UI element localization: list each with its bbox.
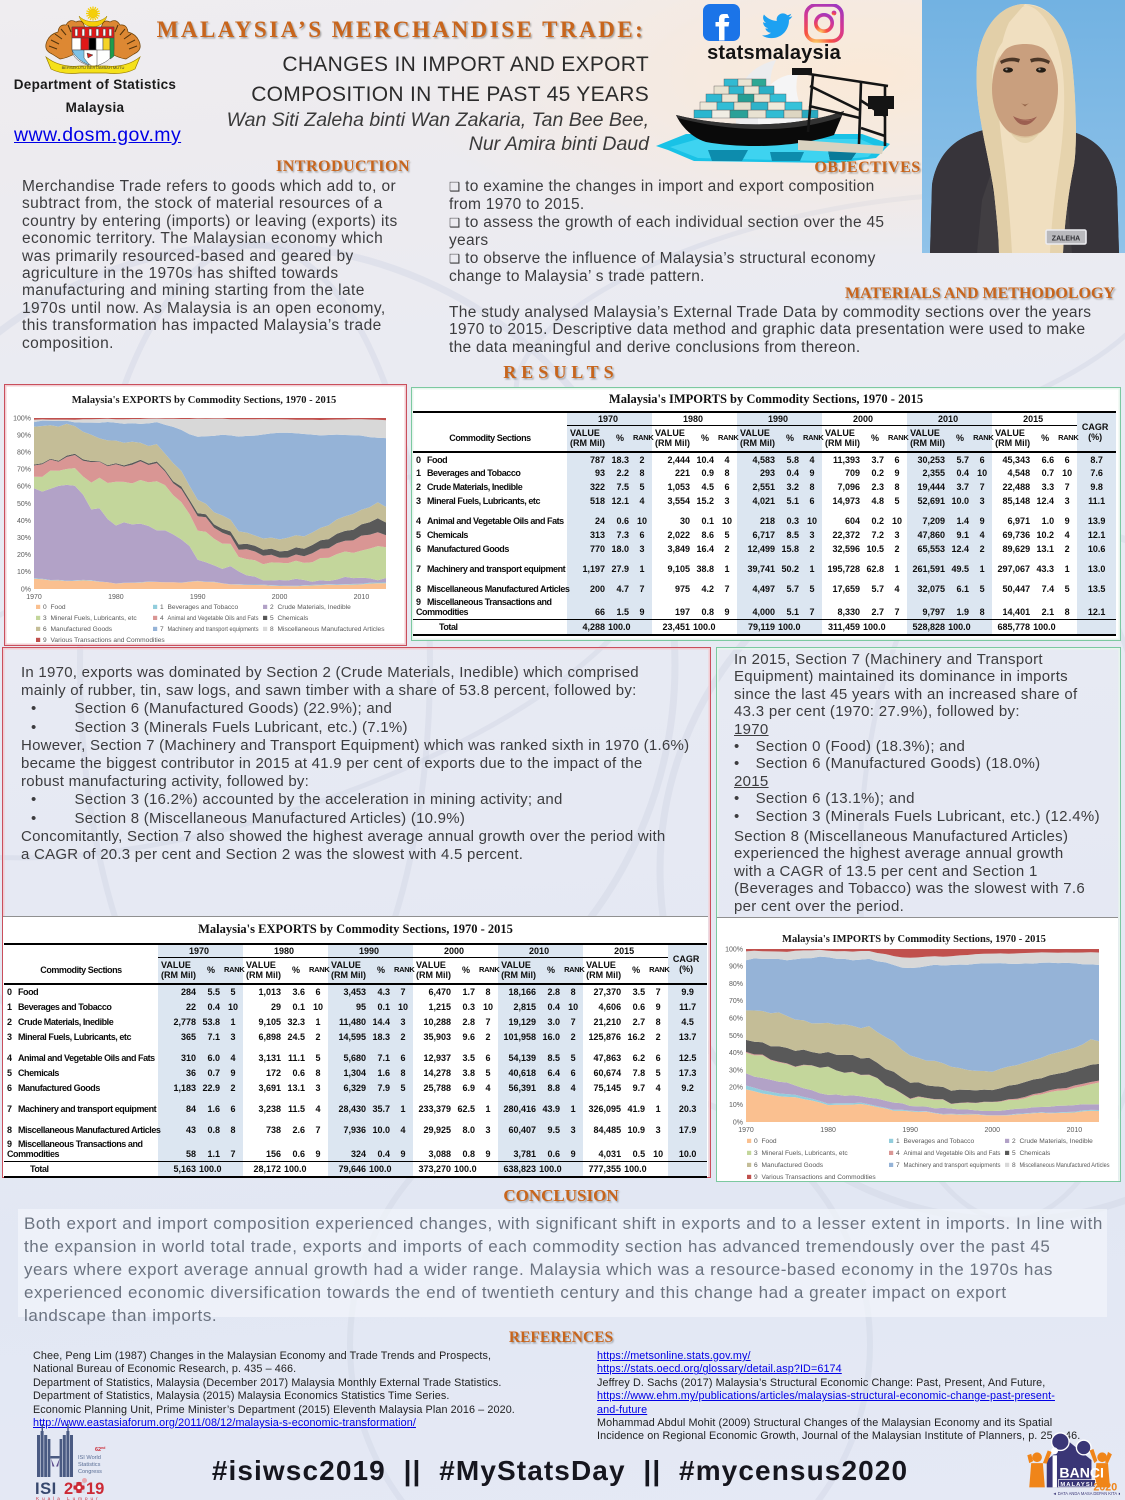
svg-text:BERSEKUTU BERTAMBAH MUTU: BERSEKUTU BERTAMBAH MUTU [62, 65, 125, 70]
svg-text:50%: 50% [17, 501, 31, 508]
svg-text:90%: 90% [729, 964, 743, 971]
svg-text:1980: 1980 [108, 594, 124, 601]
svg-text:8: 8 [1012, 1162, 1016, 1169]
svg-text:2000: 2000 [984, 1127, 1000, 1134]
svg-text:1: 1 [896, 1138, 900, 1145]
svg-text:Malaysia's EXPORTS by Commodit: Malaysia's EXPORTS by Commodity Sections… [72, 395, 336, 406]
svg-text:Miscellaneous Manufactured Art: Miscellaneous Manufactured Articles [1020, 1162, 1111, 1169]
svg-text:4: 4 [160, 615, 164, 622]
svg-text:19: 19 [86, 1480, 104, 1498]
svg-text:Crude Materials, Inedible: Crude Materials, Inedible [1020, 1138, 1094, 1145]
svg-text:70%: 70% [729, 998, 743, 1005]
svg-text:9: 9 [43, 637, 47, 643]
svg-text:2010: 2010 [354, 594, 370, 601]
svg-text:BANCI: BANCI [1059, 1465, 1104, 1481]
svg-text:1970: 1970 [26, 594, 42, 601]
svg-text:80%: 80% [729, 981, 743, 988]
svg-text:20%: 20% [17, 552, 31, 559]
svg-text:0: 0 [754, 1138, 758, 1145]
svg-text:90%: 90% [17, 432, 31, 439]
svg-text:Mineral Fuels, Lubricants, etc: Mineral Fuels, Lubricants, etc [51, 615, 138, 622]
svg-text:◄ DATA ANDA MASA DEPAN KITA ►: ◄ DATA ANDA MASA DEPAN KITA ► [1053, 1491, 1120, 1496]
svg-text:Various Transactions and Commo: Various Transactions and Commodities [762, 1174, 877, 1180]
svg-text:2: 2 [1012, 1138, 1016, 1145]
svg-text:Machinery and transport equipm: Machinery and transport equipments [904, 1162, 1002, 1169]
svg-text:1990: 1990 [190, 594, 206, 601]
svg-text:60%: 60% [729, 1016, 743, 1023]
svg-text:7: 7 [160, 626, 164, 633]
svg-text:Mineral Fuels, Lubricants, etc: Mineral Fuels, Lubricants, etc [762, 1150, 849, 1157]
svg-text:3: 3 [43, 615, 47, 622]
svg-text:2000: 2000 [272, 594, 288, 601]
svg-text:Machinery and transport equipm: Machinery and transport equipments [168, 626, 260, 633]
svg-text:2010: 2010 [1067, 1127, 1083, 1134]
svg-text:10%: 10% [17, 569, 31, 576]
svg-text:60%: 60% [17, 484, 31, 491]
svg-text:Manufactured Goods: Manufactured Goods [762, 1162, 824, 1169]
svg-text:1990: 1990 [902, 1127, 918, 1134]
svg-text:0: 0 [43, 604, 47, 611]
svg-text:Kuala Lumpur: Kuala Lumpur [36, 1496, 101, 1500]
svg-text:Statistics: Statistics [78, 1462, 101, 1468]
svg-text:2: 2 [64, 1480, 73, 1498]
svg-text:2020: 2020 [1093, 1481, 1117, 1493]
svg-text:Chemicals: Chemicals [278, 615, 309, 622]
svg-text:10%: 10% [729, 1102, 743, 1109]
svg-text:0%: 0% [733, 1119, 743, 1126]
svg-text:8: 8 [270, 626, 274, 633]
svg-text:70%: 70% [17, 467, 31, 474]
svg-text:6: 6 [43, 626, 47, 633]
svg-text:1980: 1980 [820, 1127, 836, 1134]
svg-text:3: 3 [754, 1150, 758, 1157]
svg-text:Malaysia's IMPORTS by Commodit: Malaysia's IMPORTS by Commodity Sections… [782, 934, 1046, 945]
svg-text:30%: 30% [17, 535, 31, 542]
svg-text:5: 5 [1012, 1150, 1016, 1157]
svg-text:Congress: Congress [78, 1469, 102, 1475]
svg-text:4: 4 [896, 1150, 900, 1157]
svg-text:40%: 40% [17, 518, 31, 525]
svg-text:Miscellaneous Manufactured Art: Miscellaneous Manufactured Articles [278, 626, 386, 633]
svg-text:100%: 100% [725, 946, 743, 953]
svg-text:ISI World: ISI World [78, 1455, 101, 1461]
svg-text:Food: Food [51, 604, 66, 611]
svg-text:9: 9 [754, 1174, 758, 1180]
svg-text:Animal and Vegetable Oils and: Animal and Vegetable Oils and Fats [904, 1150, 1002, 1157]
svg-text:ISI: ISI [35, 1480, 57, 1498]
svg-text:1970: 1970 [738, 1127, 754, 1134]
svg-text:Various Transactions and Commo: Various Transactions and Commodities [51, 637, 166, 643]
svg-text:1: 1 [160, 604, 164, 611]
svg-text:Beverages and Tobacco: Beverages and Tobacco [168, 604, 239, 611]
svg-text:5: 5 [270, 615, 274, 622]
svg-text:30%: 30% [729, 1067, 743, 1074]
svg-text:Beverages and Tobacco: Beverages and Tobacco [904, 1138, 975, 1145]
svg-text:20%: 20% [729, 1085, 743, 1092]
svg-text:80%: 80% [17, 450, 31, 457]
svg-text:Chemicals: Chemicals [1020, 1150, 1051, 1157]
svg-text:6: 6 [754, 1162, 758, 1169]
svg-text:Crude Materials, Inedible: Crude Materials, Inedible [278, 604, 352, 611]
svg-text:MALAYSIA: MALAYSIA [1060, 1482, 1098, 1488]
svg-text:0%: 0% [21, 586, 31, 593]
svg-text:Food: Food [762, 1138, 777, 1145]
svg-text:62nd: 62nd [95, 1446, 105, 1453]
svg-text:2: 2 [270, 604, 274, 611]
svg-text:40%: 40% [729, 1050, 743, 1057]
svg-text:Animal and Vegetable Oils and: Animal and Vegetable Oils and Fats [168, 615, 260, 622]
svg-text:Manufactured Goods: Manufactured Goods [51, 626, 113, 633]
svg-text:50%: 50% [729, 1033, 743, 1040]
svg-text:100%: 100% [13, 415, 31, 422]
svg-text:7: 7 [896, 1162, 900, 1169]
svg-text:ZALEHA: ZALEHA [1052, 236, 1080, 243]
